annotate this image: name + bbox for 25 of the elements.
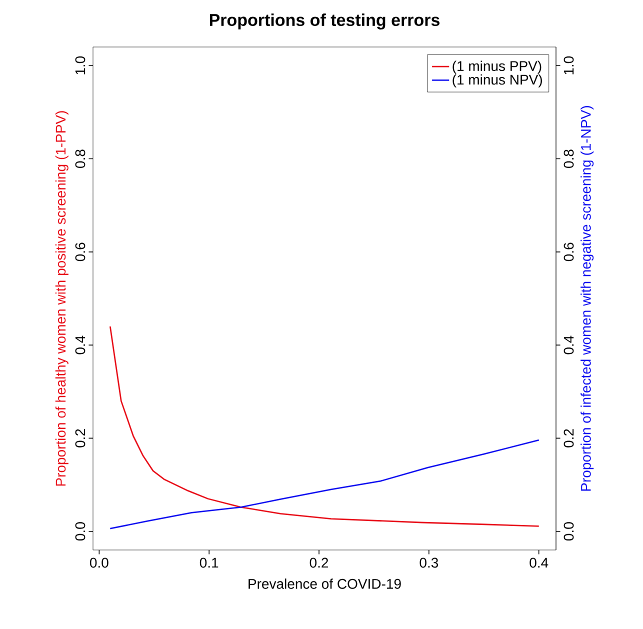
y2-tick-label: 0.0 [564,522,574,541]
y-tick-label: 1.0 [75,56,86,74]
chart-title: Proportions of testing errors [210,14,440,30]
y-tick-label: 0.2 [75,429,86,448]
y-tick-label: 0.8 [75,150,86,168]
legend-label: (1 minus PPV) [452,60,542,74]
x-tick-label: 0.4 [530,558,548,568]
y2-tick-label: 0.6 [564,242,574,262]
y2-tick-label: 0.2 [564,429,574,448]
y2-tick-label: 0.8 [564,150,574,168]
x-tick-label: 0.3 [420,558,438,568]
y-tick-label: 0.6 [75,242,86,262]
x-tick-label: 0.2 [310,558,328,568]
line-series [109,326,540,527]
y-tick-label: 0.0 [75,522,86,541]
y2-tick-label: 1.0 [564,56,574,74]
line-series [109,439,540,530]
legend-label: (1 minus NPV) [452,74,542,88]
y2-tick-label: 0.4 [564,336,574,354]
y-axis-title: Proportion of healthy women with positive screening (1-PPV) [55,111,68,486]
x-axis-title: Prevalence of COVID-19 [248,578,401,589]
y-tick-label: 0.4 [75,336,86,354]
x-tick-label: 0.1 [200,558,218,568]
y2-axis-title: Proportion of infected women with negative screening (1-NPV) [580,106,594,491]
x-tick-label: 0.0 [90,558,108,568]
